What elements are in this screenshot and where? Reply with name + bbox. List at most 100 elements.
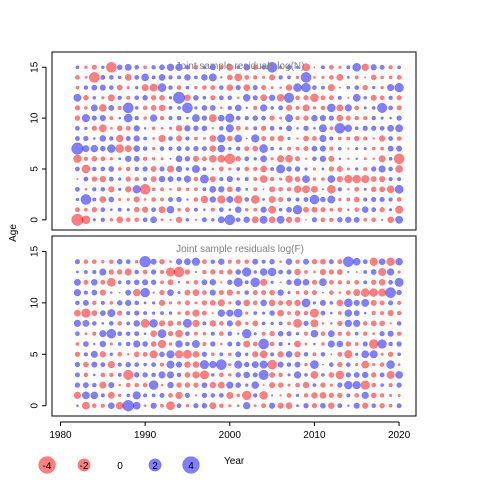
- residual-bubble: [142, 166, 148, 172]
- residual-bubble: [336, 114, 344, 122]
- residual-bubble: [261, 290, 267, 296]
- residual-bubble: [193, 136, 198, 141]
- residual-bubble: [311, 403, 318, 409]
- residual-bubble: [354, 75, 359, 80]
- residual-bubble: [134, 310, 140, 316]
- residual-bubble: [202, 85, 207, 90]
- residual-bubble: [118, 116, 122, 120]
- residual-bubble: [327, 175, 336, 183]
- residual-bubble: [320, 331, 326, 336]
- residual-bubble: [278, 187, 283, 192]
- residual-bubble: [345, 362, 351, 367]
- residual-bubble: [243, 299, 251, 307]
- residual-bubble: [100, 166, 106, 172]
- residual-bubble: [252, 372, 258, 378]
- residual-bubble: [344, 124, 353, 133]
- residual-bubble: [302, 185, 310, 194]
- residual-bubble: [166, 401, 175, 411]
- residual-bubble: [177, 207, 181, 212]
- residual-bubble: [209, 176, 216, 183]
- residual-bubble: [378, 279, 386, 286]
- residual-bubble: [75, 186, 80, 192]
- residual-bubble: [220, 76, 223, 79]
- residual-bubble: [134, 106, 139, 110]
- residual-bubble: [209, 155, 217, 163]
- residual-bubble: [320, 105, 326, 111]
- residual-bubble: [74, 372, 80, 378]
- residual-bubble: [302, 258, 310, 265]
- residual-bubble: [260, 165, 267, 173]
- residual-bubble: [344, 309, 353, 317]
- residual-bubble: [379, 176, 386, 183]
- residual-bubble: [184, 207, 190, 213]
- residual-bubble: [327, 330, 335, 338]
- residual-bubble: [217, 216, 225, 224]
- residual-bubble: [92, 331, 97, 336]
- residual-bubble: [388, 197, 393, 202]
- residual-bubble: [235, 217, 241, 223]
- residual-bubble: [117, 331, 123, 337]
- residual-bubble: [109, 116, 114, 121]
- residual-bubble: [202, 331, 207, 336]
- residual-bubble: [184, 310, 190, 316]
- residual-bubble: [142, 146, 148, 151]
- residual-bubble: [352, 174, 361, 184]
- panel-log-n: Joint sample residuals log(N) 0 5 10 15: [30, 51, 417, 231]
- residual-bubble: [361, 391, 369, 400]
- residual-bubble: [235, 186, 241, 192]
- residual-bubble: [268, 196, 276, 203]
- residual-bubble: [194, 106, 198, 110]
- residual-bubble: [176, 146, 182, 152]
- residual-bubble: [270, 157, 274, 161]
- residual-bubble: [83, 372, 89, 378]
- residual-bubble: [234, 73, 243, 82]
- residual-bubble: [167, 331, 174, 337]
- residual-bubble: [344, 380, 353, 390]
- residual-bubble: [327, 103, 336, 113]
- residual-bubble: [108, 176, 114, 182]
- residual-bubble: [303, 125, 309, 132]
- residual-bubble: [134, 259, 139, 264]
- residual-bubble: [159, 351, 165, 358]
- residual-bubble: [278, 65, 283, 70]
- residual-bubble: [278, 341, 283, 347]
- residual-bubble: [168, 126, 173, 130]
- x-tick-label: 2000: [219, 430, 242, 441]
- residual-bubble: [285, 84, 293, 91]
- residual-bubble: [345, 341, 352, 347]
- residual-bubble: [252, 258, 259, 265]
- residual-bubble: [380, 352, 384, 356]
- residual-bubble: [141, 73, 149, 82]
- residual-bubble: [81, 401, 90, 410]
- residual-bubble: [387, 84, 395, 92]
- residual-bubble: [83, 290, 89, 295]
- residual-bubble: [134, 85, 139, 90]
- residual-bubble: [303, 290, 309, 296]
- residual-bubble: [191, 114, 200, 123]
- residual-bubble: [319, 268, 327, 276]
- residual-bubble: [202, 65, 207, 70]
- legend-label: 0: [117, 461, 123, 472]
- residual-bubble: [295, 290, 300, 295]
- residual-bubble: [253, 207, 258, 212]
- residual-bubble: [387, 330, 394, 337]
- residual-bubble: [328, 155, 335, 162]
- residual-bubble: [117, 177, 122, 181]
- residual-bubble: [92, 382, 97, 388]
- residual-bubble: [253, 177, 258, 182]
- residual-bubble: [269, 258, 275, 265]
- residual-bubble: [226, 309, 234, 317]
- residual-bubble: [329, 146, 334, 151]
- residual-bubble: [301, 298, 311, 308]
- residual-bubble: [175, 125, 183, 132]
- residual-bubble: [261, 136, 267, 141]
- residual-bubble: [74, 207, 80, 213]
- residual-bubble: [287, 75, 291, 80]
- residual-bubble: [134, 362, 140, 367]
- residual-bubble: [236, 404, 240, 408]
- residual-bubble: [336, 73, 344, 81]
- residual-bubble: [99, 310, 106, 316]
- residual-bubble: [360, 380, 370, 390]
- residual-bubble: [312, 167, 317, 171]
- residual-bubble: [158, 104, 166, 112]
